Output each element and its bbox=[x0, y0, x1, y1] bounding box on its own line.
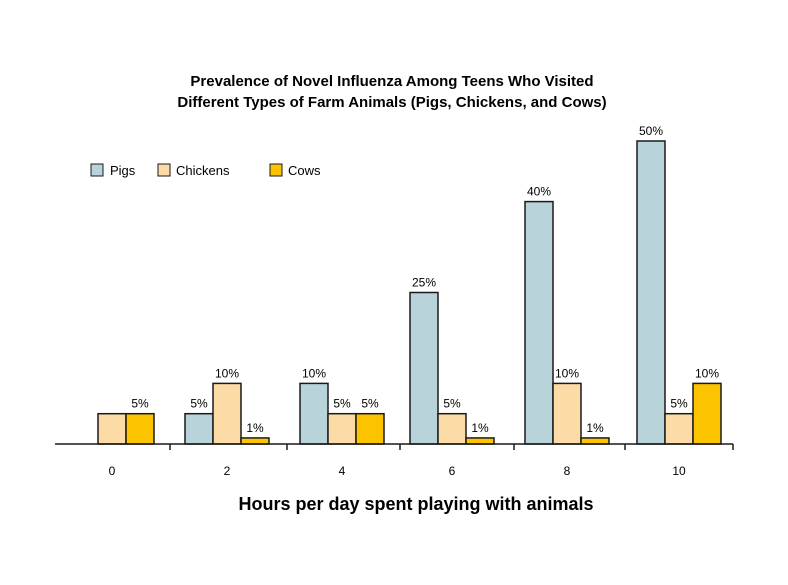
legend-label-cows: Cows bbox=[288, 163, 321, 178]
legend-label-chickens: Chickens bbox=[176, 163, 230, 178]
bar-pigs-10 bbox=[636, 140, 666, 445]
data-label-chickens-6: 5% bbox=[443, 397, 461, 411]
chart-title-line-1: Prevalence of Novel Influenza Among Teen… bbox=[190, 73, 593, 90]
data-label-pigs-6: 25% bbox=[412, 276, 436, 290]
bar-pigs-8 bbox=[524, 200, 554, 445]
bar-pigs-2 bbox=[184, 412, 214, 445]
legend-swatch-cows bbox=[269, 163, 283, 177]
x-tick-label-8: 8 bbox=[564, 464, 571, 478]
x-tick-label-4: 4 bbox=[339, 464, 346, 478]
bar-cows-4 bbox=[355, 412, 385, 445]
bars: 5% 10% 25% 40% 50% 10% 5% 5% 10% 5% 5% 1% 5% 1% 1% 10% bbox=[97, 124, 722, 445]
bar-chickens-8 bbox=[552, 382, 582, 445]
bar-cows-0 bbox=[125, 412, 155, 445]
bar-cows-10 bbox=[692, 382, 722, 445]
data-label-cows-6: 1% bbox=[471, 421, 489, 435]
bar-cows-6 bbox=[465, 437, 495, 445]
x-tick-label-0: 0 bbox=[109, 464, 116, 478]
data-label-cows-4: 5% bbox=[361, 397, 379, 411]
data-label-pigs-4: 10% bbox=[302, 366, 326, 380]
legend-label-pigs: Pigs bbox=[110, 163, 136, 178]
legend-swatch-pigs bbox=[90, 163, 104, 177]
x-tick-label-2: 2 bbox=[224, 464, 231, 478]
bar-pigs-6 bbox=[409, 291, 439, 445]
bar-pigs-4 bbox=[299, 382, 329, 445]
x-tick-label-6: 6 bbox=[449, 464, 456, 478]
data-label-pigs-2: 5% bbox=[190, 397, 208, 411]
data-label-pigs-8: 40% bbox=[527, 185, 551, 199]
data-label-cows-0: 5% bbox=[131, 397, 149, 411]
data-label-chickens-8: 10% bbox=[555, 366, 579, 380]
x-tick-label-10: 10 bbox=[672, 464, 686, 478]
data-label-chickens-10: 5% bbox=[670, 397, 688, 411]
bar-cows-2 bbox=[240, 437, 270, 445]
data-label-cows-2: 1% bbox=[246, 421, 264, 435]
bar-chickens-4 bbox=[327, 412, 357, 445]
legend-swatch-chickens bbox=[157, 163, 171, 177]
x-axis: 0 2 4 6 8 10 bbox=[55, 443, 734, 478]
data-label-chickens-4: 5% bbox=[333, 397, 351, 411]
bar-chickens-2 bbox=[212, 382, 242, 445]
data-label-pigs-10: 50% bbox=[639, 124, 663, 138]
bar-chickens-0 bbox=[97, 412, 127, 445]
bar-cows-8 bbox=[580, 437, 610, 445]
bar-chickens-6 bbox=[437, 412, 467, 445]
legend: Pigs Chickens Cows bbox=[90, 163, 321, 178]
bar-chickens-10 bbox=[664, 412, 694, 445]
data-label-cows-10: 10% bbox=[695, 366, 719, 380]
data-label-chickens-2: 10% bbox=[215, 366, 239, 380]
data-label-cows-8: 1% bbox=[586, 421, 604, 435]
x-axis-label: Hours per day spent playing with animals bbox=[238, 494, 593, 514]
chart-title-line-2: Different Types of Farm Animals (Pigs, C… bbox=[177, 94, 606, 111]
